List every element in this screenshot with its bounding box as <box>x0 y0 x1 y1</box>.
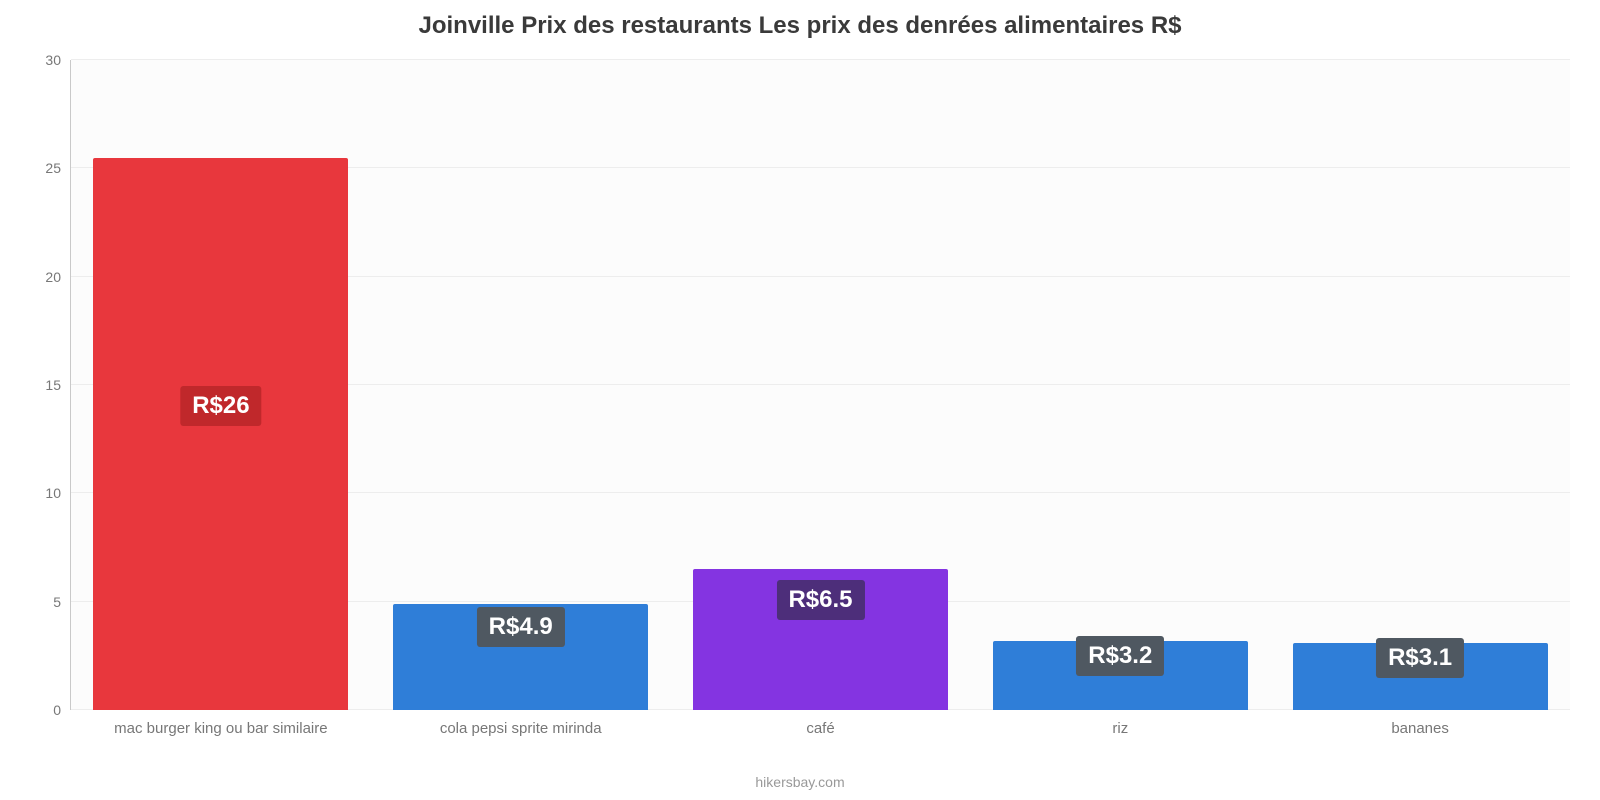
y-tick-label: 0 <box>53 702 71 718</box>
x-axis-label: cola pepsi sprite mirinda <box>440 720 602 737</box>
y-tick-label: 5 <box>53 594 71 610</box>
gridline <box>71 59 1570 60</box>
y-tick-label: 25 <box>45 160 71 176</box>
bar <box>93 158 348 711</box>
y-tick-label: 20 <box>45 269 71 285</box>
value-badge: R$26 <box>180 386 261 426</box>
x-axis-label: bananes <box>1391 720 1449 737</box>
chart-title: Joinville Prix des restaurants Les prix … <box>0 12 1600 40</box>
y-tick-label: 30 <box>45 52 71 68</box>
value-badge: R$3.2 <box>1076 636 1164 676</box>
y-tick-label: 10 <box>45 485 71 501</box>
y-tick-label: 15 <box>45 377 71 393</box>
x-axis-label: mac burger king ou bar similaire <box>114 720 327 737</box>
value-badge: R$3.1 <box>1376 638 1464 678</box>
plot-area: 051015202530R$26mac burger king ou bar s… <box>70 60 1570 710</box>
chart-credit: hikersbay.com <box>0 774 1600 790</box>
chart-container: Joinville Prix des restaurants Les prix … <box>0 0 1600 800</box>
x-axis-label: riz <box>1112 720 1128 737</box>
value-badge: R$4.9 <box>477 607 565 647</box>
value-badge: R$6.5 <box>776 580 864 620</box>
x-axis-label: café <box>806 720 834 737</box>
